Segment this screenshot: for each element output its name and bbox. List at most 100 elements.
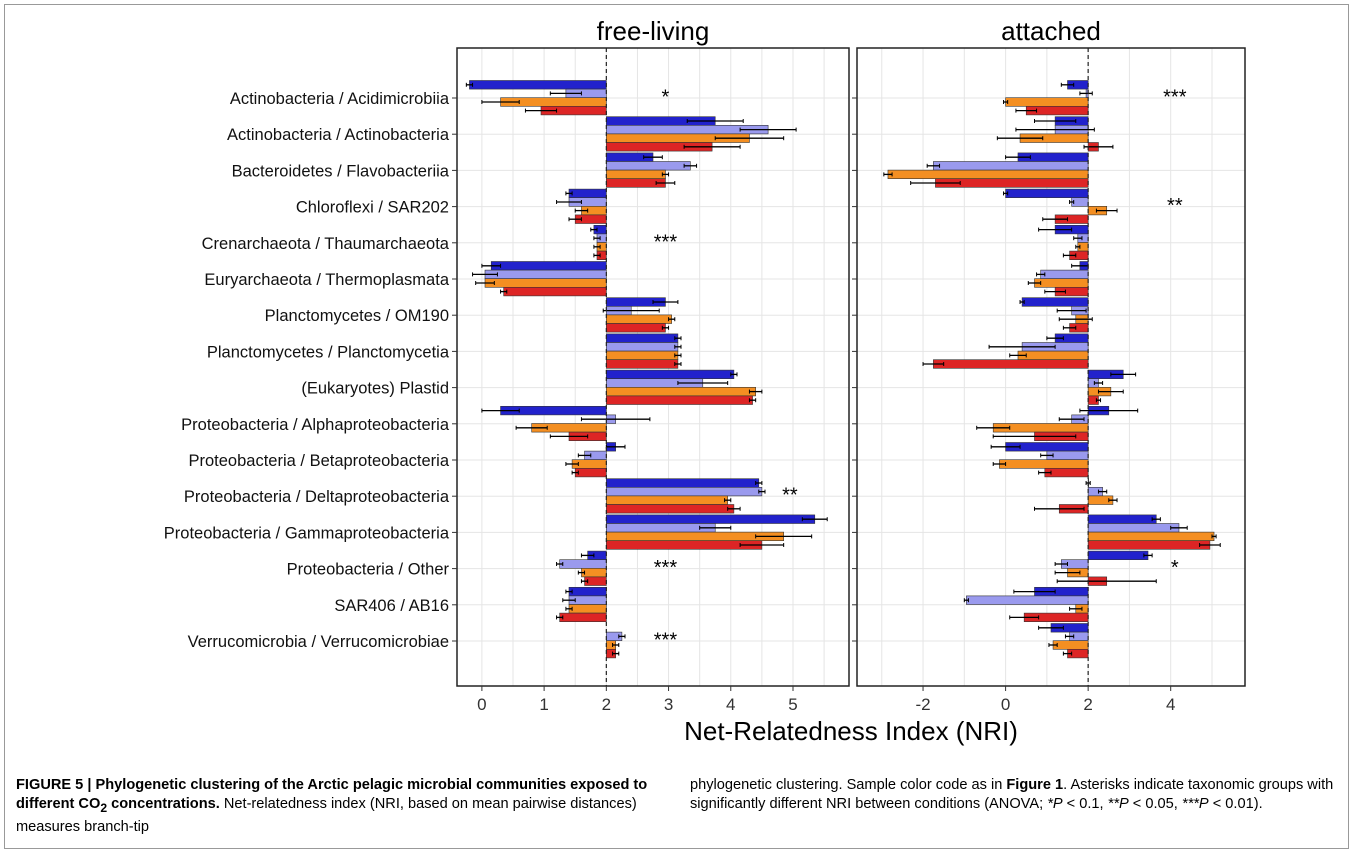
category-label: Actinobacteria / Acidimicrobiia xyxy=(230,90,450,108)
sig-level-1-value: < 0.1, xyxy=(1062,796,1108,812)
caption-right-text-b: . Asterisks indicate taxonomic groups wi… xyxy=(690,777,1334,812)
category-label: Chloroflexi / SAR202 xyxy=(296,199,449,217)
bar xyxy=(606,314,672,324)
bar xyxy=(559,559,607,569)
category-label: Proteobacteria / Alphaproteobacteria xyxy=(181,416,450,434)
bar xyxy=(606,478,760,488)
bar xyxy=(484,269,607,280)
category-label: Planctomycetes / OM190 xyxy=(265,307,449,325)
category-label: Crenarchaeota / Thaumarchaeota xyxy=(202,235,450,253)
caption-left-text: Net-relatedness index (NRI, based on mea… xyxy=(16,796,637,835)
sig-level-1: *P xyxy=(1047,796,1063,812)
significance-label: *** xyxy=(654,557,678,579)
bar xyxy=(606,523,716,533)
bar xyxy=(574,467,607,478)
bar xyxy=(568,586,607,597)
sig-level-3: ***P xyxy=(1181,796,1209,812)
category-label: (Eukaryotes) Plastid xyxy=(301,380,449,398)
x-tick-label: 0 xyxy=(1001,695,1010,714)
bar xyxy=(1017,350,1089,361)
significance-label: * xyxy=(1171,557,1179,579)
category-label: Proteobacteria / Other xyxy=(287,561,450,579)
bar xyxy=(1040,269,1089,280)
x-tick-label: 4 xyxy=(1166,695,1175,714)
bar xyxy=(606,161,691,171)
significance-label: *** xyxy=(654,231,678,253)
bar xyxy=(1052,640,1089,650)
category-label: Actinobacteria / Actinobacteria xyxy=(227,126,450,144)
bar xyxy=(1005,188,1089,199)
bar xyxy=(1005,97,1089,107)
panel-title: free-living xyxy=(597,16,710,46)
bar xyxy=(606,540,763,550)
bar xyxy=(999,459,1089,469)
caption-title-a: FIGURE 5 | Phylogenetic clustering of th… xyxy=(16,777,648,812)
bar xyxy=(606,323,666,333)
bar xyxy=(606,486,763,497)
caption-right-text-a: phylogenetic clustering. Sample color co… xyxy=(690,777,1007,793)
x-tick-label: 0 xyxy=(477,695,486,714)
bar xyxy=(1087,523,1180,533)
bar xyxy=(1087,540,1211,550)
bar xyxy=(484,278,607,288)
significance-label: *** xyxy=(1163,87,1187,109)
category-label: Proteobacteria / Gammaproteobacteria xyxy=(164,524,450,542)
significance-label: ** xyxy=(782,485,798,507)
sig-level-3-value: < 0.01). xyxy=(1208,796,1263,812)
significance-label: ** xyxy=(1167,195,1183,217)
bar xyxy=(606,350,679,361)
sig-level-2-value: < 0.05, xyxy=(1128,796,1182,812)
bar xyxy=(568,604,607,614)
figure-reference: Figure 1 xyxy=(1006,777,1064,793)
bar xyxy=(606,169,666,180)
bar xyxy=(966,595,1089,605)
bar xyxy=(1021,297,1089,307)
category-label: Proteobacteria / Betaproteobacteria xyxy=(189,452,450,470)
sig-level-2: **P xyxy=(1107,796,1129,812)
bar xyxy=(606,514,816,524)
bar xyxy=(887,169,1089,180)
bar xyxy=(606,359,679,369)
bar xyxy=(606,386,756,397)
bar xyxy=(606,504,735,514)
category-label: SAR406 / AB16 xyxy=(334,597,449,615)
bar xyxy=(606,333,679,343)
bar xyxy=(606,495,728,505)
bar xyxy=(933,161,1089,171)
category-label: Planctomycetes / Planctomycetia xyxy=(207,343,450,361)
significance-label: *** xyxy=(654,630,678,652)
x-axis-label: Net-Relatedness Index (NRI) xyxy=(684,716,1018,746)
bar xyxy=(568,188,607,199)
caption-title-b: concentrations. xyxy=(107,796,220,812)
bar xyxy=(606,395,753,405)
panel-border xyxy=(856,47,1246,687)
bar xyxy=(1087,550,1149,560)
bar xyxy=(469,80,607,90)
x-tick-label: 4 xyxy=(726,695,735,714)
x-tick-label: 1 xyxy=(539,695,548,714)
significance-label: * xyxy=(662,87,670,109)
bar xyxy=(606,342,679,352)
x-tick-label: -2 xyxy=(915,695,930,714)
category-label: Proteobacteria / Deltaproteobacteria xyxy=(184,488,450,506)
caption-right: phylogenetic clustering. Sample color co… xyxy=(690,776,1340,814)
bar xyxy=(503,286,607,297)
figure-frame xyxy=(4,4,1349,849)
caption-left: FIGURE 5 | Phylogenetic clustering of th… xyxy=(16,776,656,837)
category-label: Bacteroidetes / Flavobacteriia xyxy=(232,162,450,180)
x-tick-label: 5 xyxy=(788,695,797,714)
caption-title-sub: 2 xyxy=(100,800,108,815)
panel-border xyxy=(456,47,850,687)
x-tick-label: 2 xyxy=(1083,695,1092,714)
bar xyxy=(490,261,607,271)
bar xyxy=(1034,278,1089,288)
caption-title: FIGURE 5 | Phylogenetic clustering of th… xyxy=(16,777,648,815)
bar xyxy=(1087,531,1215,541)
category-label: Verrucomicrobia / Verrucomicrobiae xyxy=(188,633,449,651)
bar xyxy=(581,567,607,578)
x-tick-label: 3 xyxy=(664,695,673,714)
category-label: Euryarchaeota / Thermoplasmata xyxy=(204,271,449,289)
